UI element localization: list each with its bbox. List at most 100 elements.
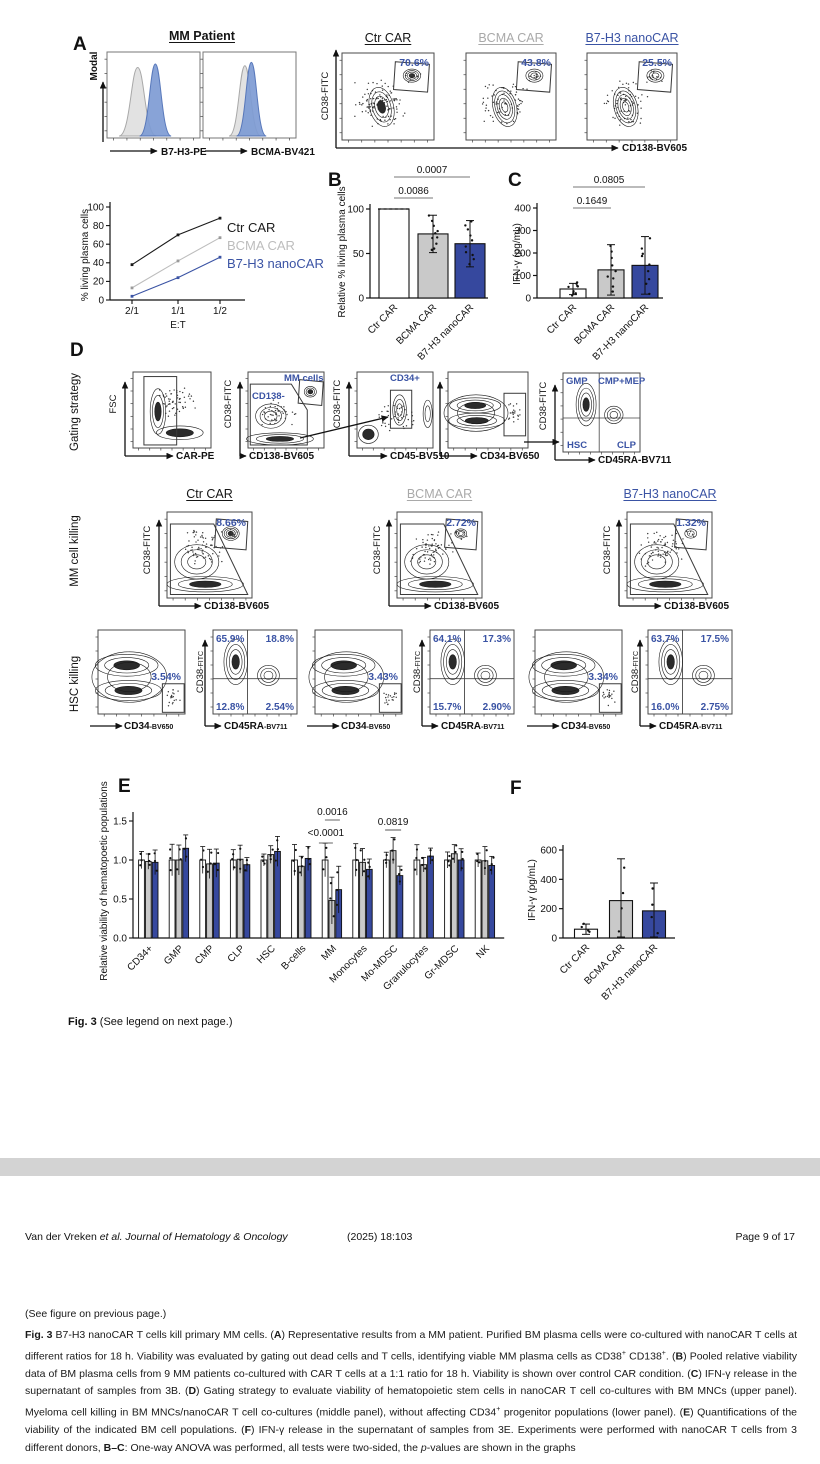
legend-segment: B7-H3 nanoCAR T cells kill primary MM ce… [52,1329,274,1341]
flow-a-ylabel: CD38-FITC [320,72,331,121]
hsc-cd34-xlabel-2-sub: -BV650 [587,724,611,731]
hsc-quad-xlabel-0-main: CD45RA [224,721,264,732]
hsc-q-pct-br-1: 2.90% [483,702,511,713]
gate-label-cd138neg: CD138- [252,391,285,402]
flow-a-xlabel: CD138-BV605 [622,143,687,154]
mm-killing-xlabel-0: CD138-BV605 [204,601,269,612]
sig-0.0805: 0.0805 [594,175,625,186]
hsc-quad-xlabel-1-sub: -BV711 [481,724,504,731]
mm-killing-ylabel-2: CD38-FITC [602,526,613,575]
hsc-quadrant-plot-1 [427,629,515,717]
gating-strategy-plots [130,371,641,455]
row-label-mm-cell-killing: MM cell killing [69,515,81,587]
mm-killing-plot-2 [624,511,713,601]
sig-0.0007: 0.0007 [417,165,448,176]
running-head-left: Van der Vreken et al. Journal of Hematol… [25,1231,288,1243]
legend-segment: Fig. 3 [25,1329,53,1341]
hsc-quad-xlabel-1: CD45RA-BV711 [441,721,504,732]
legend-segment: p [420,1441,427,1454]
hist-x-label-b7h3pe: B7-H3-PE [161,147,207,158]
mm-killing-xlabel-1: CD138-BV605 [434,601,499,612]
hsc-cd34-xlabel-1-sub: -BV650 [367,724,391,731]
panel-d-label: D [70,340,84,361]
gate-label-cd34pos: CD34+ [390,373,420,384]
sig-0.1649: 0.1649 [577,196,608,207]
flow-a-pct-1: 43.8% [521,57,551,69]
e-bar-HSC-BCMA CAR [267,854,275,939]
hsc-quadrant-plot-0 [210,629,298,717]
hsc-q-pct-br-2: 2.75% [701,702,729,713]
e-xtick-B-cells: B-cells [279,943,308,972]
mm-killing-plot-0 [164,511,253,601]
hsc-cd34-xlabel-0-sub: -BV650 [150,724,174,731]
hsc-q-pct-tr-0: 18.8% [266,634,294,645]
hsc-quad-ylabel-0: CD38-FITC [195,651,206,693]
line-ytick: 80 [93,221,105,232]
e-bar-Mo-MDSC-BCMA CAR [389,850,397,939]
hsc-quad-ylabel-2-main: CD38 [630,669,641,693]
flow-a-pct-2: 25.5% [642,57,672,69]
e-bar-Mo-MDSC-Ctr CAR [382,859,390,939]
legend-paragraph: Fig. 3 B7-H3 nanoCAR T cells kill primar… [25,1327,797,1457]
line-legend-B7-H3 nanoCAR: B7-H3 nanoCAR [227,256,324,271]
hsc-cd34-xlabel-0: CD34-BV650 [124,721,173,732]
hsc-q-pct-tl-2: 63.7% [651,634,679,645]
e-xtick-CD34+: CD34+ [125,943,155,973]
hsc-quad-xlabel-2-sub: -BV711 [699,724,722,731]
ytick: 200 [540,904,557,915]
e-xtick-MM: MM [319,943,339,963]
legend-segment: F [244,1423,252,1436]
e-sig-0.0819: 0.0819 [378,817,409,828]
e-bar-Gr-MDSC-BCMA CAR [450,853,458,939]
quad-label-clp: CLP [617,440,637,451]
e-bar-Gr-MDSC-B7-H3 nanoCAR [457,859,465,939]
hsc-cd34-pct-1: 3.43% [368,671,398,683]
line-xtick: 2/1 [125,306,139,317]
xtick-Ctr CAR: Ctr CAR [558,942,592,976]
panel-c-label: C [508,170,522,191]
legend-segment: B–C [103,1441,125,1454]
hsc-cd34-plot-2 [528,629,623,717]
e-sig-0.0016: 0.0016 [317,807,348,818]
e-bar-NK-Ctr CAR [474,859,482,939]
ytick: 600 [540,846,557,857]
ytick: 300 [514,226,531,237]
running-head-page: Page 9 of 17 [735,1231,795,1243]
running-head-issue: (2025) 18:103 [347,1231,413,1243]
sig-0.0086: 0.0086 [398,186,429,197]
gate-label-mm-cells: MM cells [284,373,324,384]
e-bar-CD34+-BCMA CAR [144,861,152,939]
legend-segment: CD138 [625,1350,662,1363]
flow-plot-A-0 [339,52,435,143]
header-bcma-car: BCMA CAR [478,31,544,45]
hsc-q-pct-tl-1: 64.1% [433,634,461,645]
gating-p3-ylabel: CD38-FITC [332,380,343,429]
e-ytick: 1.5 [113,817,127,828]
e-ytick: 1.0 [113,856,127,867]
hsc-q-pct-bl-0: 12.8% [216,702,244,713]
mm-killing-pct-0: 8.66% [216,517,246,529]
hsc-quad-ylabel-0-main: CD38 [195,669,206,693]
panel-a-label: A [73,34,87,55]
legend-segment: + [496,1405,501,1413]
flow-plot-A-1 [463,52,557,143]
hsc-cd34-xlabel-1: CD34-BV650 [341,721,390,732]
e-xtick-GMP: GMP [162,943,186,967]
row-label-hsc-killing: HSC killing [69,656,81,712]
e-ytick: 0.0 [113,934,127,945]
hsc-quad-xlabel-1-main: CD45RA [441,721,481,732]
hsc-q-pct-br-0: 2.54% [266,702,294,713]
ytick: 200 [514,249,531,260]
legend-segment: + [621,1349,626,1357]
gating-p5-xlabel: CD45RA-BV711 [598,455,672,466]
xtick-Ctr CAR: Ctr CAR [545,302,579,336]
hsc-q-pct-tr-1: 17.3% [483,634,511,645]
mm-killing-pct-2: 1.32% [676,517,706,529]
hsc-cd34-xlabel-1-main: CD34 [341,721,367,732]
legend-segment: C [690,1367,699,1380]
hsc-quad-xlabel-2-main: CD45RA [659,721,699,732]
e-bar-NK-B7-H3 nanoCAR [488,865,496,939]
